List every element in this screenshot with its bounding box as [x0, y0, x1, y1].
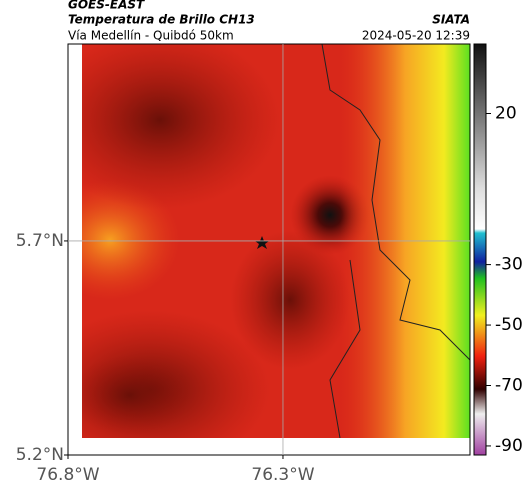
colorbar-tick-label: -70	[495, 375, 523, 395]
source: GOES-EAST	[68, 0, 145, 12]
colorbar	[473, 43, 487, 456]
y-tick-label: 5.2°N	[16, 445, 64, 465]
x-tick-label: 76.8°W	[36, 465, 99, 485]
subtitle: Vía Medellín - Quibdó 50km	[68, 29, 234, 43]
colorbar-tick-label: -30	[495, 255, 523, 275]
satellite-image	[82, 44, 470, 438]
x-tick-label: 76.3°W	[251, 465, 314, 485]
map-frame	[67, 43, 471, 456]
brand: SIATA	[432, 13, 470, 27]
colorbar-tick-label: -90	[495, 436, 523, 456]
colorbar-tick-label: 20	[495, 104, 517, 124]
y-tick-label: 5.7°N	[16, 231, 64, 251]
title: Temperatura de Brillo CH13	[68, 13, 255, 27]
timestamp: 2024-05-20 12:39	[362, 29, 470, 43]
colorbar-tick-label: -50	[495, 315, 523, 335]
